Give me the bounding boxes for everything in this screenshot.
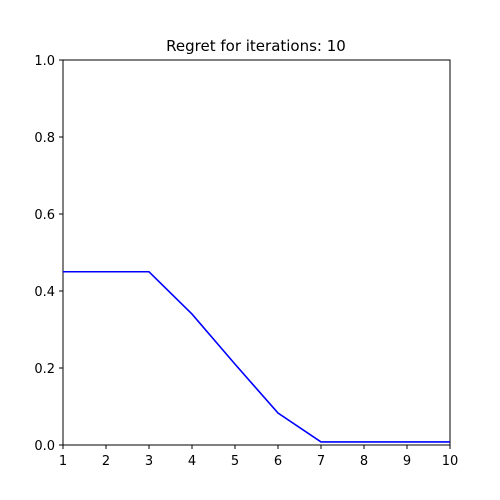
x-tick-label: 5 xyxy=(231,454,239,469)
y-tick-label: 0.2 xyxy=(34,362,55,377)
x-tick-label: 1 xyxy=(59,454,67,469)
x-tick-label: 7 xyxy=(317,454,325,469)
y-tick-label: 0.4 xyxy=(34,285,55,300)
x-axis: 1 2 3 4 5 6 7 8 9 10 xyxy=(59,445,458,469)
y-tick-label: 0.0 xyxy=(34,439,55,454)
y-axis: 0.0 0.2 0.4 0.6 0.8 1.0 xyxy=(34,54,63,454)
regret-series-line xyxy=(63,270,450,443)
plot-area-frame xyxy=(62,59,451,446)
x-tick-label: 4 xyxy=(188,454,196,469)
x-tick-label: 2 xyxy=(102,454,110,469)
x-tick-label: 10 xyxy=(442,454,459,469)
x-tick-label: 9 xyxy=(403,454,411,469)
series-layer xyxy=(62,270,451,443)
y-tick-label: 0.8 xyxy=(34,131,55,146)
y-tick-label: 0.6 xyxy=(34,208,55,223)
y-tick-label: 1.0 xyxy=(34,54,55,69)
x-tick-label: 3 xyxy=(145,454,153,469)
x-tick-label: 8 xyxy=(360,454,368,469)
x-tick-label: 6 xyxy=(274,454,282,469)
chart-title: Regret for iterations: 10 xyxy=(166,37,346,55)
